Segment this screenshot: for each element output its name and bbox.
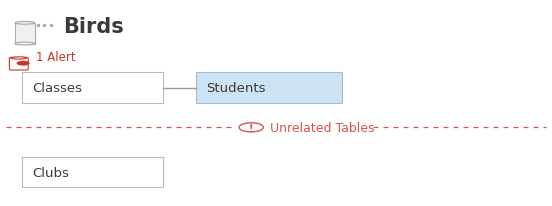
Text: Unrelated Tables: Unrelated Tables [270,121,375,134]
Text: Students: Students [206,82,266,95]
Circle shape [17,61,30,66]
FancyBboxPatch shape [196,73,342,103]
Ellipse shape [15,22,35,25]
Text: Clubs: Clubs [32,166,69,179]
Text: Classes: Classes [32,82,82,95]
FancyBboxPatch shape [9,58,28,71]
Circle shape [239,123,263,132]
FancyBboxPatch shape [22,158,163,187]
Ellipse shape [11,58,26,60]
FancyBboxPatch shape [22,73,163,103]
Ellipse shape [15,43,35,46]
FancyBboxPatch shape [15,24,35,44]
Text: 1 Alert: 1 Alert [36,51,76,64]
Text: !: ! [249,124,253,134]
Text: Birds: Birds [63,17,124,37]
